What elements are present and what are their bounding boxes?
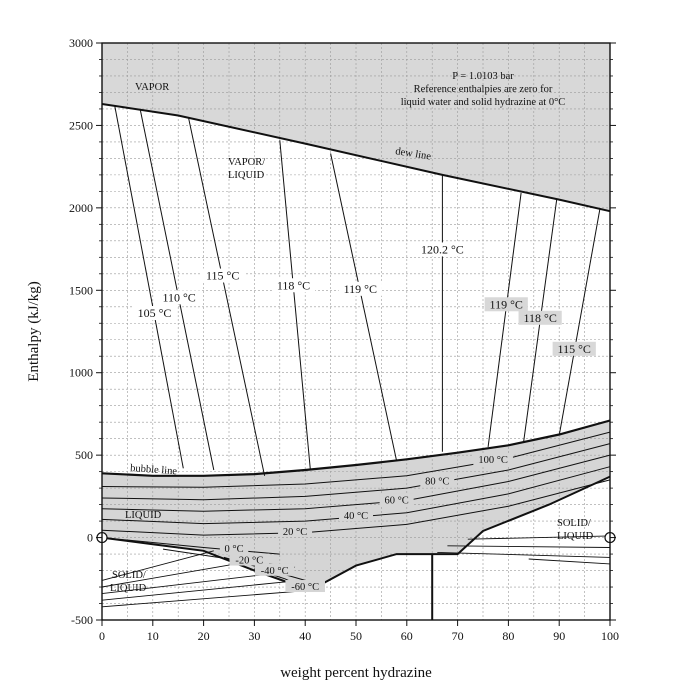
isotherm-label-bg [379, 493, 414, 506]
x-tick-label: 80 [502, 629, 514, 643]
tie-line [330, 153, 398, 462]
isotherm-label: 60 °C [384, 495, 408, 506]
solid-liquid-tie-line-right [437, 551, 611, 558]
tie-line-label: 118 °C [277, 278, 310, 292]
y-tick-label: 2000 [69, 201, 93, 215]
y-tick-label: 2500 [69, 118, 93, 132]
tie-line [139, 108, 215, 471]
solid-liquid-tie-line-right [447, 545, 611, 548]
x-tick-label: 20 [198, 629, 210, 643]
tie-line [558, 209, 601, 436]
solid-liquid-tie-line-left [101, 589, 311, 608]
solid-liquid-boundary-left [101, 536, 311, 592]
y-tick-label: 1000 [69, 366, 93, 380]
chart-lines [96, 103, 616, 620]
tie-line [114, 105, 184, 469]
vapor-label: VAPOR [135, 82, 169, 93]
y-tick-label: 3000 [69, 36, 93, 50]
tie-line-label: 105 °C [138, 306, 172, 320]
x-tick-label: 90 [553, 629, 565, 643]
isotherm-label: 100 °C [478, 455, 508, 466]
tie-label-bg [271, 278, 316, 293]
isotherm-label-bg [285, 580, 325, 593]
isotherm-label-bg [473, 453, 513, 466]
tie-line-label: 118 °C [523, 311, 556, 325]
x-tick-label: 10 [147, 629, 159, 643]
solid-liquid-right-label-1: SOLID/ [557, 518, 591, 529]
y-tick-label: 1500 [69, 283, 93, 297]
grid [102, 43, 610, 620]
tie-label-bg [338, 281, 382, 296]
vapor-liquid-label-1: VAPOR/ [228, 157, 265, 168]
liquid-isotherm [101, 443, 611, 501]
isotherm-label: 0 °C [225, 544, 244, 555]
x-tick-label: 60 [401, 629, 413, 643]
tie-label-bg [484, 297, 528, 312]
tie-label-bg [201, 268, 245, 283]
solid-liquid-left-label-2: LIQUID [110, 583, 147, 594]
isotherm-label: 20 °C [283, 527, 307, 538]
tie-label-bg [157, 290, 201, 305]
tie-line-label: 119 °C [344, 282, 377, 296]
tie-line [487, 192, 522, 447]
solid-liquid-boundary-right [309, 475, 611, 592]
isotherm-label: 80 °C [425, 477, 449, 488]
tie-label-bg [414, 242, 471, 257]
reference-note-line-2: liquid water and solid hydrazine at 0°C [401, 97, 566, 108]
y-tick-label: -500 [71, 613, 93, 627]
tie-line-label: 120.2 °C [421, 242, 464, 256]
tie-line-label: 115 °C [558, 342, 591, 356]
x-tick-label: 70 [452, 629, 464, 643]
tie-line-label: 110 °C [162, 290, 195, 304]
tie-label-bg [518, 310, 562, 325]
isotherm-label-bg [254, 563, 295, 576]
liquid-isotherm [101, 479, 611, 536]
isotherm-label: -40 °C [261, 566, 289, 577]
solid-liquid-right-label-2: LIQUID [557, 531, 594, 542]
x-tick-label: 0 [99, 629, 105, 643]
solid-liquid-tie-line-right [528, 558, 611, 565]
tie-label-bg [552, 341, 596, 356]
isotherm-label: -20 °C [235, 556, 263, 567]
liquid-isotherm [101, 431, 611, 488]
isotherm-label-bg [219, 542, 249, 555]
isotherm-label-bg [229, 553, 270, 566]
tie-line [187, 117, 266, 476]
dew-line [101, 103, 611, 213]
solid-liquid-left-label-1: SOLID/ [112, 570, 146, 581]
liquid-label: LIQUID [125, 510, 162, 521]
y-axis-title: Enthalpy (kJ/kg) [26, 281, 42, 381]
solid-liquid-tie-line-left [101, 579, 301, 601]
solid-liquid-tie-line-right [467, 535, 611, 540]
liquid-isotherm [101, 537, 280, 555]
reference-note-line-1: Reference enthalpies are zero for [414, 84, 553, 95]
bubble-line-label: bubble line [130, 463, 178, 477]
x-axis-title: weight percent hydrazine [280, 665, 432, 681]
isotherm-label: -60 °C [291, 582, 319, 593]
tie-line-label: 115 °C [206, 269, 239, 283]
tie-label-bg [132, 306, 177, 321]
tie-line [279, 140, 311, 470]
bubble-line [101, 419, 611, 477]
axis-ticks [96, 42, 616, 626]
isotherm-label-bg [339, 508, 373, 521]
solid-liquid-tie-line-left [101, 560, 255, 588]
chart-labels: -500 0 500 1000 1500 2000 2500 3000 0 10 20 30 40 50 6… [26, 36, 619, 681]
x-tick-label: 30 [248, 629, 260, 643]
solid-liquid-tie-line-left [101, 550, 214, 581]
tie-line-label: 119 °C [490, 297, 523, 311]
liquid-isotherm [101, 454, 611, 512]
pressure-note: P = 1.0103 bar [452, 71, 514, 82]
x-tick-label: 100 [601, 629, 619, 643]
y-tick-label: 500 [75, 448, 93, 462]
x-tick-label: 40 [299, 629, 311, 643]
solid-liquid-tie-line-left [101, 571, 285, 595]
y-tick-label: 0 [87, 531, 93, 545]
isotherm-label-bg [278, 524, 313, 537]
x-tick-label: 50 [350, 629, 362, 643]
vapor-liquid-label-2: LIQUID [228, 170, 265, 181]
isotherm-label: 40 °C [344, 511, 368, 522]
isotherm-label-bg [420, 474, 455, 487]
